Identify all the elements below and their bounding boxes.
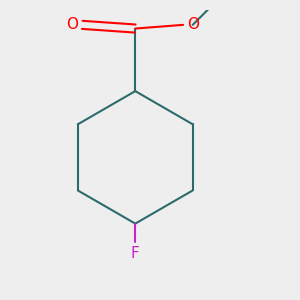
Text: O: O: [66, 17, 78, 32]
Text: O: O: [187, 17, 199, 32]
Text: F: F: [131, 246, 140, 261]
